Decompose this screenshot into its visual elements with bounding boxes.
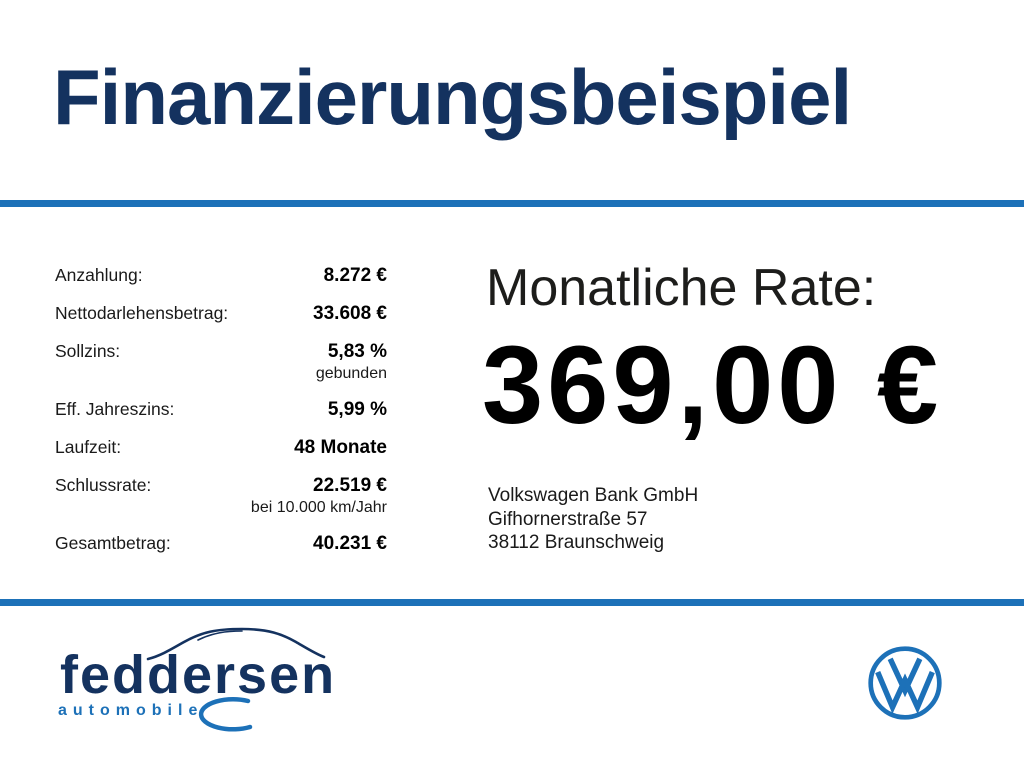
page-title: Finanzierungsbeispiel	[53, 53, 852, 141]
bank-street: Gifhornerstraße 57	[488, 508, 648, 530]
finance-label: Laufzeit:	[55, 437, 122, 457]
finance-row-gesamtbetrag: Gesamtbetrag: 40.231 €	[55, 533, 387, 555]
swoosh-icon	[198, 697, 253, 732]
finance-row-nettodarlehensbetrag: Nettodarlehensbetrag: 33.608 €	[55, 303, 387, 325]
finance-value: 48 Monate	[294, 437, 387, 458]
finance-value: 5,99 %	[327, 399, 387, 420]
finance-label: Nettodarlehensbetrag:	[55, 303, 229, 323]
finance-row-laufzeit: Laufzeit: 48 Monate	[55, 437, 387, 459]
monthly-rate-label: Monatliche Rate:	[486, 259, 877, 317]
finance-label: Schlussrate:	[55, 475, 152, 495]
finance-label: Anzahlung:	[55, 265, 143, 285]
bottom-divider	[0, 599, 1024, 606]
finance-value: 33.608 €	[313, 303, 387, 324]
finance-label: Gesamtbetrag:	[55, 533, 171, 553]
finance-row-eff-jahreszins: Eff. Jahreszins: 5,99 %	[55, 399, 387, 421]
finance-table: Anzahlung: 8.272 € Nettodarlehensbetrag:…	[55, 265, 387, 571]
bank-city: 38112 Braunschweig	[488, 532, 665, 553]
finance-value: 8.272 €	[323, 265, 387, 286]
finance-note: gebunden	[315, 365, 387, 382]
bank-address: Volkswagen Bank GmbH Gifhornerstraße 57 …	[488, 484, 698, 555]
monthly-rate-value: 369,00 €	[482, 324, 943, 447]
finance-value: 5,83 %	[327, 341, 387, 362]
finance-row-anzahlung: Anzahlung: 8.272 €	[55, 265, 387, 287]
bank-name: Volkswagen Bank GmbH	[488, 485, 699, 506]
finance-label: Eff. Jahreszins:	[55, 399, 175, 419]
vw-logo-icon	[868, 646, 942, 720]
dealer-name: feddersen	[60, 645, 337, 705]
top-divider	[0, 200, 1024, 207]
finance-note: bei 10.000 km/Jahr	[250, 499, 387, 516]
car-outline-icon	[146, 627, 326, 661]
finance-value: 40.231 €	[313, 533, 387, 554]
dealer-subline: automobile	[58, 702, 204, 719]
finance-label: Sollzins:	[55, 341, 121, 361]
finance-row-sollzins: Sollzins: 5,83 % gebunden	[55, 341, 387, 383]
finance-value: 22.519 €	[313, 475, 387, 496]
finance-row-schlussrate: Schlussrate: 22.519 € bei 10.000 km/Jahr	[55, 475, 387, 517]
